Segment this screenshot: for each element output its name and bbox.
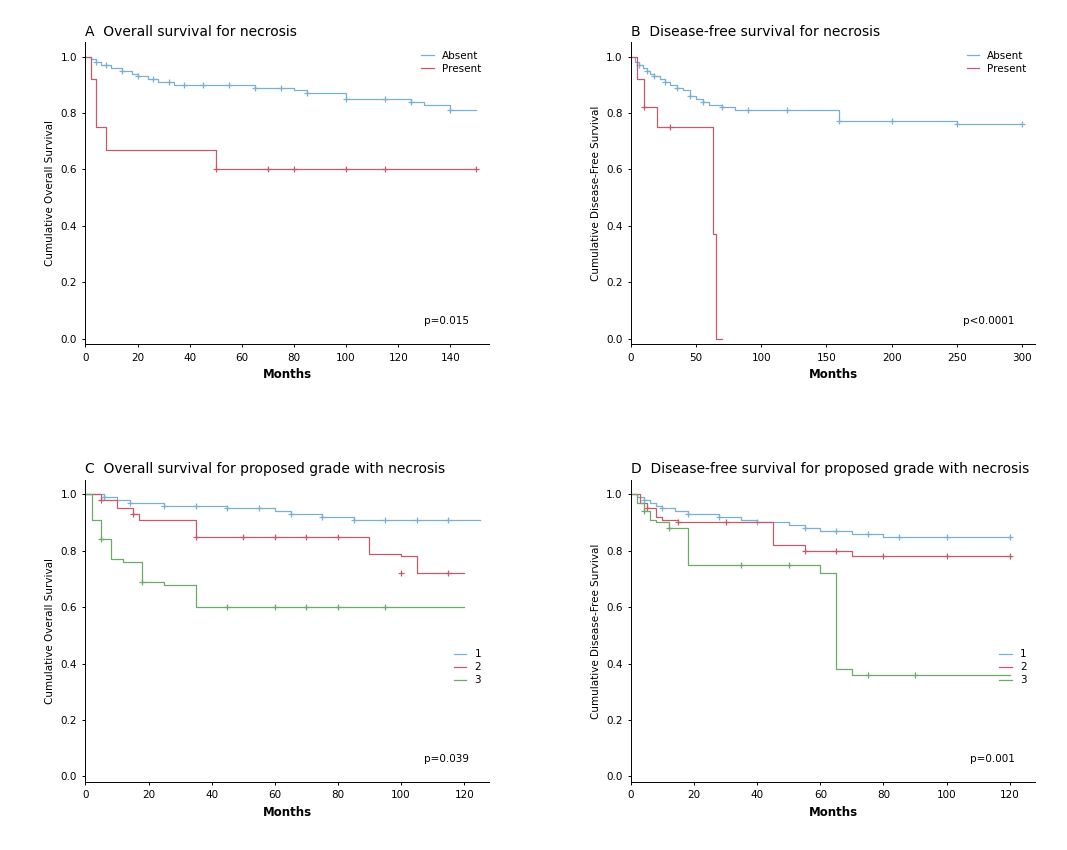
Text: p=0.001: p=0.001: [970, 754, 1015, 764]
X-axis label: Months: Months: [809, 806, 858, 819]
Text: p<0.0001: p<0.0001: [964, 316, 1015, 326]
X-axis label: Months: Months: [262, 368, 312, 382]
Text: p=0.039: p=0.039: [425, 754, 469, 764]
Y-axis label: Cumulative Overall Survival: Cumulative Overall Survival: [45, 121, 55, 266]
Text: A  Overall survival for necrosis: A Overall survival for necrosis: [85, 25, 298, 38]
Text: p=0.015: p=0.015: [425, 316, 469, 326]
Text: D  Disease-free survival for proposed grade with necrosis: D Disease-free survival for proposed gra…: [631, 462, 1030, 476]
Legend: Absent, Present: Absent, Present: [418, 48, 484, 77]
X-axis label: Months: Months: [809, 368, 858, 382]
Text: C  Overall survival for proposed grade with necrosis: C Overall survival for proposed grade wi…: [85, 462, 446, 476]
Y-axis label: Cumulative Disease-Free Survival: Cumulative Disease-Free Survival: [590, 105, 601, 281]
Y-axis label: Cumulative Overall Survival: Cumulative Overall Survival: [45, 558, 55, 704]
Legend: 1, 2, 3: 1, 2, 3: [997, 646, 1030, 688]
X-axis label: Months: Months: [262, 806, 312, 819]
Legend: 1, 2, 3: 1, 2, 3: [450, 646, 484, 688]
Text: B  Disease-free survival for necrosis: B Disease-free survival for necrosis: [631, 25, 880, 38]
Legend: Absent, Present: Absent, Present: [964, 48, 1030, 77]
Y-axis label: Cumulative Disease-Free Survival: Cumulative Disease-Free Survival: [590, 543, 601, 719]
